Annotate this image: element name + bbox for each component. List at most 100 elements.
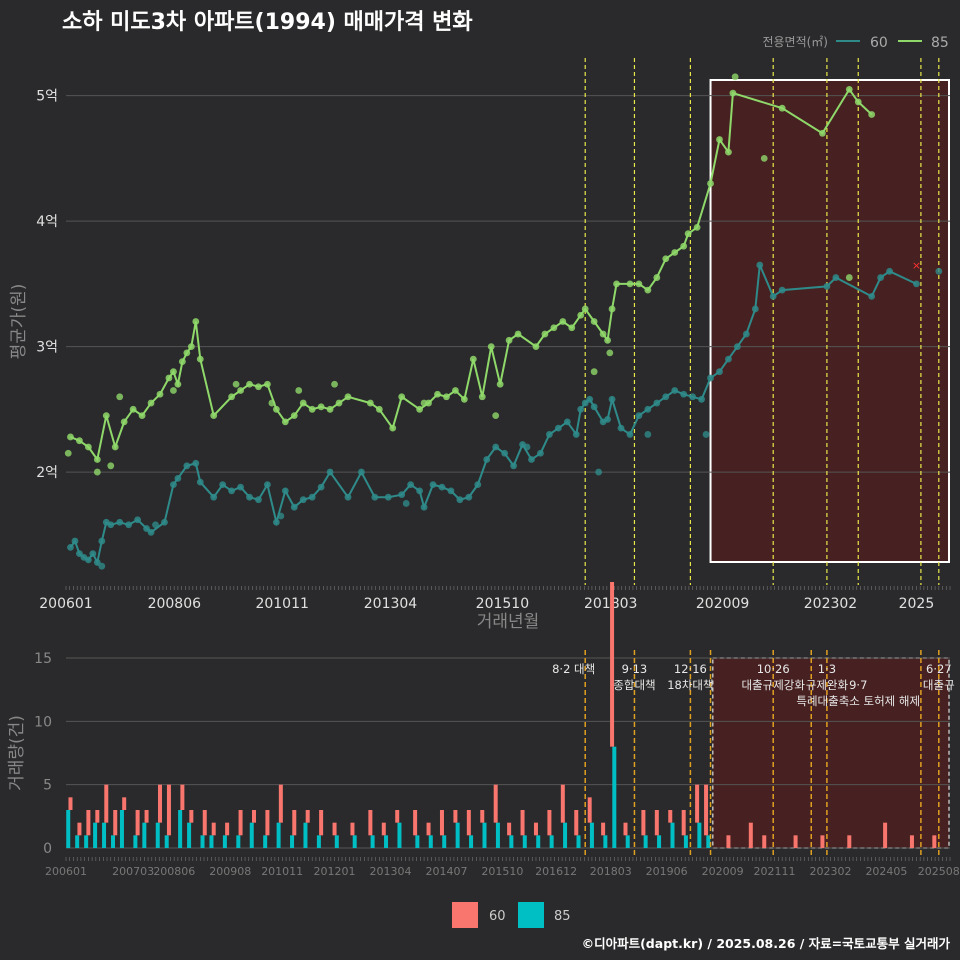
bar-60 — [493, 784, 498, 823]
bar-60 — [681, 810, 686, 836]
bar-60 — [189, 810, 194, 823]
bar-60 — [587, 797, 592, 823]
bar-85 — [102, 822, 107, 848]
data-point-60 — [716, 368, 723, 376]
data-point-60 — [769, 293, 777, 300]
data-point-60 — [751, 305, 759, 313]
data-point-60 — [868, 293, 876, 300]
bar-85 — [482, 822, 487, 848]
bar-85 — [415, 835, 420, 848]
x-tick-label: 201011 — [255, 596, 308, 612]
legend-swatch-bar-85 — [518, 902, 544, 928]
x-tick-label-bottom: 201011 — [261, 865, 303, 878]
bar-85 — [697, 822, 702, 848]
data-point-85 — [290, 412, 298, 420]
bar-60 — [144, 810, 149, 823]
chart-title: 소하 미도3차 아파트(1994) 매매가격 변화 — [62, 10, 473, 35]
bar-85 — [164, 835, 169, 848]
bar-60 — [507, 822, 512, 836]
legend-title: 전용면적(㎡) — [762, 35, 828, 49]
data-point-60 — [107, 521, 115, 529]
data-point-60 — [456, 496, 464, 504]
bar-60 — [520, 810, 525, 836]
bar-60 — [668, 810, 673, 823]
data-point-60 — [429, 481, 437, 489]
bar-85 — [84, 835, 89, 848]
bar-85 — [509, 835, 514, 848]
data-point-85 — [725, 148, 732, 156]
data-point-85 — [707, 180, 714, 187]
bar-60 — [319, 810, 324, 836]
data-point-60 — [326, 468, 334, 476]
bar-85 — [670, 822, 675, 848]
y-axis-title: 평균가(원) — [9, 284, 29, 360]
data-point-60 — [626, 431, 634, 438]
data-point-60 — [617, 424, 625, 432]
series-line-85 — [70, 87, 873, 462]
bar-60 — [909, 835, 914, 848]
data-point-85 — [178, 358, 186, 366]
data-point-85 — [174, 380, 182, 388]
x-tick-label-bottom: 202111 — [754, 865, 796, 878]
x-tick-label: 201510 — [476, 596, 529, 612]
credit-text: ©디아파트(dapt.kr) / 2025.08.26 / 자료=국토교통부 실… — [581, 936, 950, 951]
data-point-60 — [398, 491, 406, 499]
data-point-85 — [210, 412, 218, 420]
bar-60 — [95, 810, 100, 823]
data-point-60 — [281, 487, 289, 495]
bar-85 — [276, 822, 281, 848]
data-point-85 — [693, 223, 701, 231]
data-point-85 — [187, 343, 195, 350]
highlight-region — [709, 79, 950, 563]
data-point-85 — [819, 129, 826, 137]
bar-85 — [612, 746, 617, 848]
data-point-60 — [546, 431, 553, 438]
data-point-85 — [613, 280, 620, 288]
data-point-85 — [541, 330, 549, 338]
bar-85 — [93, 822, 98, 848]
bar-60 — [748, 822, 753, 848]
bar-60 — [883, 822, 888, 848]
data-point-60 — [689, 393, 697, 401]
data-point-60 — [210, 493, 218, 501]
x-axis-title: 거래년월 — [477, 612, 540, 632]
data-point-85 — [671, 249, 679, 256]
data-point-60 — [644, 405, 652, 413]
data-point-60 — [554, 424, 562, 432]
data-point-85 — [635, 280, 643, 288]
data-point-85 — [599, 330, 607, 338]
data-point-85 — [716, 136, 723, 143]
data-point-85 — [317, 403, 325, 411]
data-point-60 — [116, 518, 124, 526]
legend-label-60: 60 — [870, 35, 888, 51]
data-point-60 — [483, 456, 491, 463]
bar-85 — [442, 835, 447, 848]
x-tick-label: 202009 — [696, 596, 749, 612]
data-point-85 — [644, 286, 652, 294]
data-point-85 — [604, 336, 611, 344]
bar-60 — [610, 582, 615, 747]
bar-85 — [469, 835, 474, 848]
bar-60 — [135, 810, 140, 836]
data-point-85 — [264, 380, 271, 388]
x-tick-label-bottom: 202302 — [809, 865, 851, 878]
data-point-60 — [733, 343, 741, 350]
bar-85 — [290, 835, 295, 848]
bar-60 — [847, 835, 852, 848]
data-point-60 — [192, 459, 200, 467]
x-tick-label-bottom: 201906 — [646, 865, 688, 878]
x-tick-label-bottom: 201201 — [314, 865, 356, 878]
bar-85 — [263, 835, 268, 848]
data-point-60 — [134, 516, 142, 524]
bar-85 — [428, 835, 433, 848]
bar-60 — [932, 835, 937, 848]
data-point-60 — [420, 503, 428, 511]
data-point-85 — [626, 280, 634, 288]
legend-label-bar-85: 85 — [554, 909, 571, 924]
data-point-60 — [523, 443, 531, 451]
data-point-60 — [308, 493, 316, 501]
bar-85 — [222, 835, 227, 848]
bar-85 — [200, 835, 205, 848]
policy-annotation: 10·26 — [757, 662, 790, 676]
